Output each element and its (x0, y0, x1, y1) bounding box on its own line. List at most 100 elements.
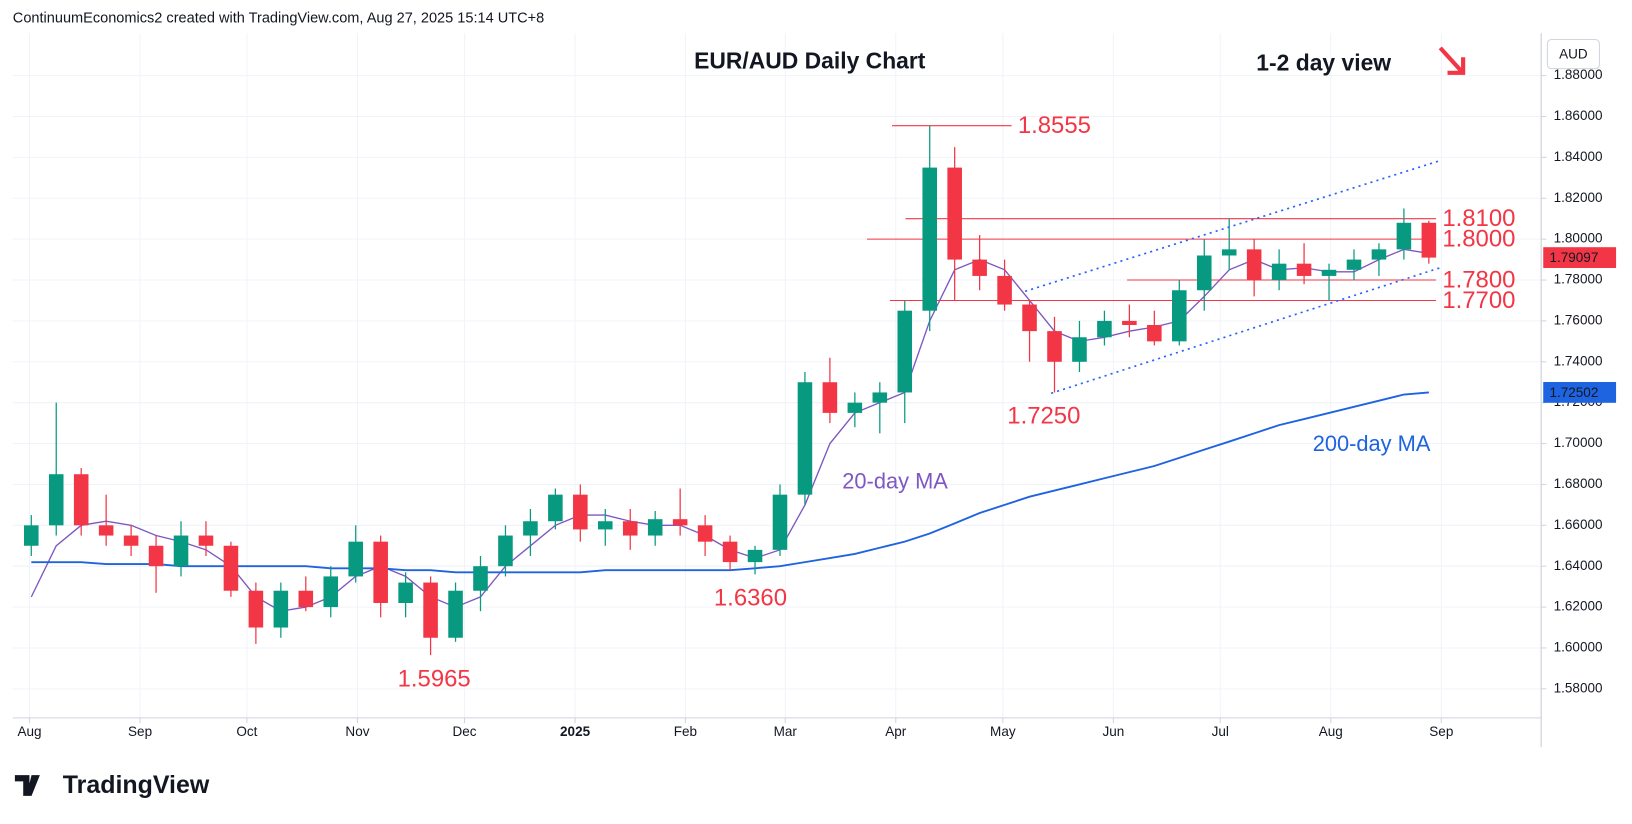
currency-box (1546, 39, 1600, 70)
candle-body (1022, 304, 1037, 332)
y-tick-label: 1.78000 (1554, 272, 1603, 287)
y-tick-label: 1.58000 (1554, 680, 1603, 695)
candle-body (622, 521, 638, 536)
candle-body (1396, 222, 1412, 250)
candle-body (1196, 255, 1212, 291)
candle-body (897, 310, 913, 393)
candle-body (997, 275, 1012, 305)
candle-body (797, 382, 813, 495)
candle-body (947, 167, 962, 260)
candle-body (1122, 320, 1137, 325)
y-tick-label: 1.82000 (1554, 190, 1603, 205)
x-tick-label: Aug (17, 724, 41, 739)
candle-body (248, 590, 264, 628)
candle-body (123, 535, 139, 546)
candle-body (1072, 337, 1087, 362)
y-tick-label: 1.80000 (1554, 231, 1603, 246)
y-tick-label: 1.88000 (1554, 67, 1603, 82)
candle-body (98, 525, 114, 536)
y-tick-label: 1.66000 (1554, 517, 1603, 532)
low-label: 1.5965 (398, 665, 471, 692)
candle-body (747, 549, 763, 563)
x-tick-label: Aug (1319, 724, 1343, 739)
y-tick-label: 1.60000 (1554, 640, 1603, 655)
candle-body (1147, 324, 1162, 342)
candle-body (423, 582, 438, 638)
candle-body (373, 541, 388, 603)
candle-body (1371, 249, 1387, 260)
candle-body (148, 545, 164, 567)
x-tick-label: Oct (236, 724, 257, 739)
x-tick-label: Sep (1429, 724, 1453, 739)
level-label: 1.7700 (1442, 287, 1515, 314)
candle-body (872, 392, 888, 403)
x-tick-label: Mar (774, 724, 798, 739)
candle-body (922, 167, 938, 311)
candle-body (847, 402, 863, 413)
logo-mark (14, 775, 40, 796)
candle-body (523, 521, 538, 536)
candle-body (198, 535, 214, 546)
grid-layer (12, 33, 1542, 718)
candle-body (1296, 263, 1312, 276)
ma-label: 200-day MA (1313, 431, 1431, 456)
candle-body (273, 590, 289, 628)
currency: AUD (1559, 47, 1588, 62)
x-tick-label: Apr (885, 724, 907, 739)
candle-body (697, 525, 713, 542)
x-tick-label: Dec (453, 724, 477, 739)
candle-body (573, 494, 588, 530)
ma-label: 20-day MA (842, 469, 948, 494)
low-label: 1.6360 (714, 585, 787, 612)
price-box (1543, 382, 1617, 403)
view-note: 1-2 day view (1256, 50, 1391, 76)
down-arrow (1438, 46, 1466, 75)
candle-body (398, 582, 413, 603)
chart-title: EUR/AUD Daily Chart (694, 47, 926, 73)
y-tick-label: 1.64000 (1554, 558, 1603, 573)
x-tick-label: Feb (674, 724, 697, 739)
x-tick-label: Nov (345, 724, 369, 739)
candle-body (1246, 249, 1262, 281)
candle-body (1221, 249, 1237, 256)
header: ContinuumEconomics2 created with Trading… (13, 11, 544, 27)
candle-body (772, 494, 788, 550)
candle-body (348, 541, 363, 577)
level-label: 1.8555 (1018, 112, 1091, 139)
y-tick-label: 1.70000 (1554, 435, 1603, 450)
candle-body (73, 474, 89, 526)
y-tick-label: 1.62000 (1554, 599, 1603, 614)
candle-body (1346, 259, 1362, 270)
x-tick-label: 2025 (560, 724, 591, 739)
candle-body (498, 535, 513, 567)
candle-body (223, 545, 239, 591)
x-tick-label: Jun (1103, 724, 1125, 739)
candle-body (1271, 263, 1287, 281)
candle-body (647, 519, 663, 536)
x-tick-label: Jul (1212, 724, 1229, 739)
level-label: 1.8100 (1442, 205, 1515, 232)
candle-body (298, 590, 314, 608)
y-tick-label: 1.68000 (1554, 476, 1603, 491)
level-label: 1.8000 (1442, 225, 1515, 252)
marks-layer (23, 125, 1437, 656)
candle-body (972, 259, 987, 276)
logo-text: TradingView (63, 771, 210, 799)
candle-body (1097, 320, 1112, 338)
price-box (1543, 247, 1617, 269)
candle-body (48, 474, 64, 526)
candle-body (822, 382, 838, 413)
low-label: 1.7250 (1007, 403, 1080, 430)
candle-body (23, 525, 39, 546)
level-label: 1.7800 (1442, 266, 1515, 293)
candle-body (1172, 290, 1187, 342)
candle-body (597, 521, 613, 530)
candle-body (1421, 222, 1437, 258)
y-tick-label: 1.76000 (1554, 312, 1603, 327)
candle-body (323, 576, 339, 608)
candle-body (173, 535, 189, 567)
channel-upper (1024, 159, 1442, 293)
